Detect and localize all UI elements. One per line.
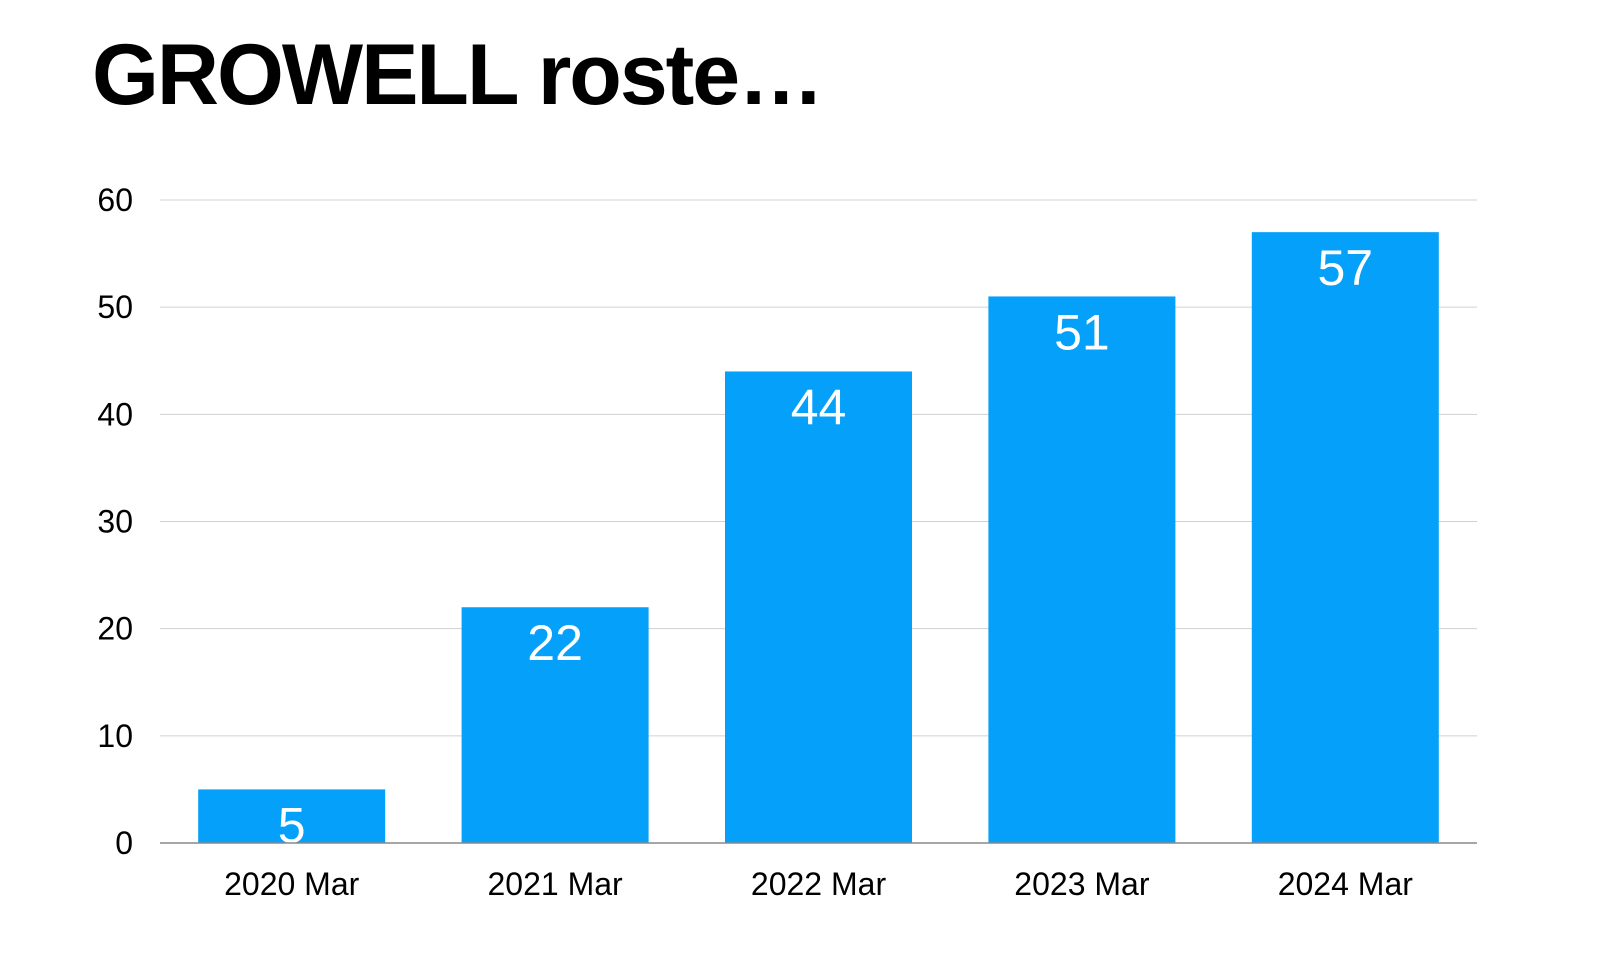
x-tick-label: 2024 Mar [1278,866,1414,902]
bar [725,371,912,843]
y-tick-label: 40 [97,396,133,432]
bar [1251,232,1439,843]
bars: 5 22 44 51 57 [198,232,1439,853]
chart-title: GROWELL roste… [92,27,824,123]
x-tick-label: 2023 Mar [1014,866,1150,902]
bar [988,296,1176,843]
bar [461,607,649,843]
y-axis-tick-labels: 0 10 20 30 40 50 60 [97,182,133,861]
x-tick-label: 2022 Mar [751,866,887,902]
x-axis-tick-labels: 2020 Mar 2021 Mar 2022 Mar 2023 Mar 2024 Mar [224,866,1413,902]
y-tick-label: 10 [97,718,133,754]
bar-value-label: 44 [791,379,847,435]
y-tick-label: 20 [97,611,133,647]
y-tick-label: 60 [97,182,133,218]
x-tick-label: 2020 Mar [224,866,360,902]
bar-value-label: 22 [527,615,583,671]
bar-value-label: 51 [1054,304,1110,360]
y-tick-label: 30 [97,504,133,540]
y-tick-label: 0 [115,825,133,861]
x-tick-label: 2021 Mar [488,866,624,902]
y-tick-label: 50 [97,289,133,325]
bar-value-label: 5 [278,797,306,853]
bar-value-label: 57 [1317,240,1373,296]
bar [198,789,386,843]
